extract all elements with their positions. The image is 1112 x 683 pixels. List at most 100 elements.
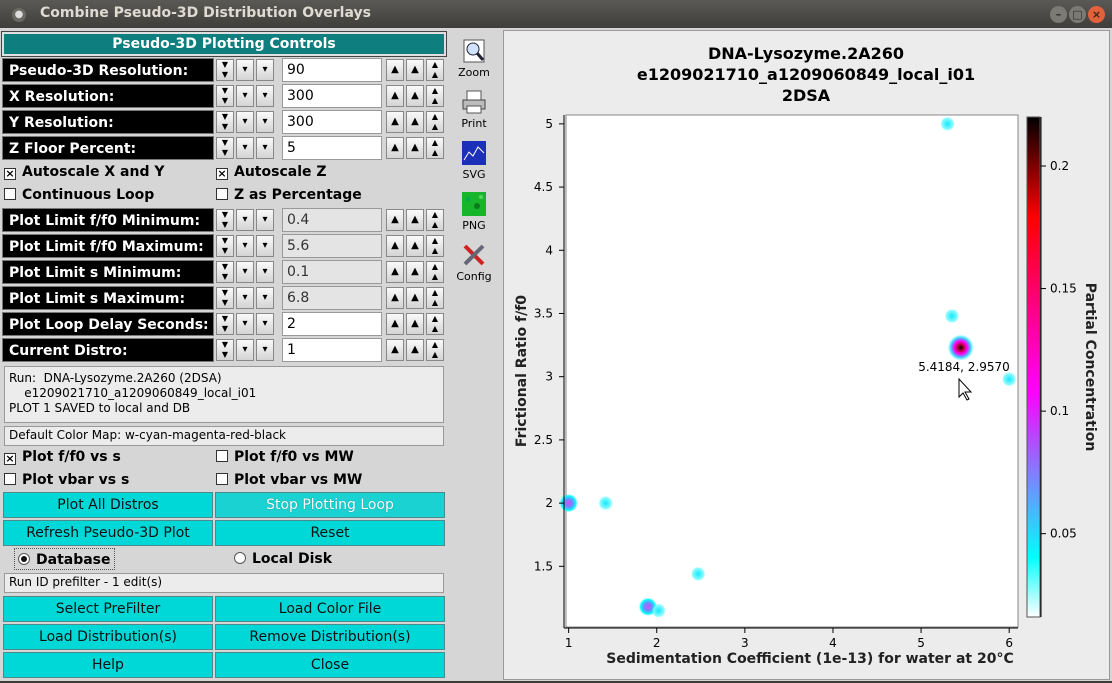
checkbox-unchecked-icon[interactable] [216,450,228,462]
tool-svg-button[interactable]: SVG [448,140,500,181]
increase-fast-button[interactable]: ▲ ▲ [426,313,444,335]
increase-fast-button[interactable]: ▲ ▲ [426,137,444,159]
plot-all-distros-button[interactable]: Plot All Distros [3,492,213,518]
increase-medium-button[interactable]: ▲ [406,261,424,283]
increase-medium-button[interactable]: ▲ [406,85,424,107]
refresh-plot-button[interactable]: Refresh Pseudo-3D Plot [3,520,213,546]
increase-button[interactable]: ▲ [386,287,404,309]
tool-print-button[interactable]: Print [448,89,500,130]
radio-unselected-icon[interactable] [234,552,246,564]
decrease-button[interactable]: ▾ [256,313,274,335]
checkbox-option[interactable]: × Autoscale X and Y [4,161,164,183]
decrease-medium-button[interactable]: ▾ [236,313,254,335]
close-window-icon[interactable]: × [1088,6,1105,23]
close-button[interactable]: Close [215,652,445,678]
decrease-fast-button[interactable]: ▼ ▼ [216,261,234,283]
decrease-button[interactable]: ▾ [256,137,274,159]
tool-png-button[interactable]: PNG [448,191,500,232]
decrease-fast-button[interactable]: ▼ ▼ [216,209,234,231]
decrease-button[interactable]: ▾ [256,261,274,283]
increase-medium-button[interactable]: ▲ [406,235,424,257]
checkbox-unchecked-icon[interactable] [216,473,228,485]
increase-button[interactable]: ▲ [386,339,404,361]
increase-medium-button[interactable]: ▲ [406,209,424,231]
decrease-medium-button[interactable]: ▾ [236,235,254,257]
decrease-medium-button[interactable]: ▾ [236,209,254,231]
increase-fast-button[interactable]: ▲ ▲ [426,59,444,81]
increase-fast-button[interactable]: ▲ ▲ [426,235,444,257]
maximize-icon[interactable]: □ [1069,6,1086,23]
increase-button[interactable]: ▲ [386,137,404,159]
counter-value-field[interactable]: 5 [282,136,382,160]
radio-selected-icon[interactable] [18,553,30,565]
decrease-fast-button[interactable]: ▼ ▼ [216,339,234,361]
checkbox-unchecked-icon[interactable] [4,188,16,200]
increase-medium-button[interactable]: ▲ [406,137,424,159]
help-button[interactable]: Help [3,652,213,678]
decrease-button[interactable]: ▾ [256,209,274,231]
decrease-medium-button[interactable]: ▾ [236,287,254,309]
increase-button[interactable]: ▲ [386,59,404,81]
checkbox-option[interactable]: × Plot f/f0 vs s [4,446,121,468]
checkbox-option[interactable]: Plot f/f0 vs MW [216,446,354,468]
load-color-file-button[interactable]: Load Color File [215,596,445,622]
checkbox-unchecked-icon[interactable] [4,473,16,485]
counter-value-field[interactable]: 0.1 [282,260,382,284]
counter-value-field[interactable]: 300 [282,84,382,108]
increase-medium-button[interactable]: ▲ [406,287,424,309]
decrease-fast-button[interactable]: ▼ ▼ [216,59,234,81]
checkbox-option[interactable]: Continuous Loop [4,184,154,206]
increase-fast-button[interactable]: ▲ ▲ [426,261,444,283]
decrease-button[interactable]: ▾ [256,235,274,257]
increase-fast-button[interactable]: ▲ ▲ [426,287,444,309]
checkbox-option[interactable]: Plot vbar vs s [4,469,129,491]
counter-value-field[interactable]: 1 [282,338,382,362]
decrease-button[interactable]: ▾ [256,111,274,133]
counter-value-field[interactable]: 6.8 [282,286,382,310]
window-menu-icon[interactable]: ● [12,8,26,22]
checkbox-option[interactable]: Plot vbar vs MW [216,469,362,491]
stop-plotting-loop-button[interactable]: Stop Plotting Loop [215,492,445,518]
increase-fast-button[interactable]: ▲ ▲ [426,111,444,133]
decrease-fast-button[interactable]: ▼ ▼ [216,313,234,335]
increase-button[interactable]: ▲ [386,313,404,335]
checkbox-option[interactable]: Z as Percentage [216,184,362,206]
increase-medium-button[interactable]: ▲ [406,59,424,81]
increase-medium-button[interactable]: ▲ [406,313,424,335]
counter-value-field[interactable]: 2 [282,312,382,336]
select-prefilter-button[interactable]: Select PreFilter [3,596,213,622]
decrease-button[interactable]: ▾ [256,59,274,81]
decrease-button[interactable]: ▾ [256,85,274,107]
checkbox-unchecked-icon[interactable] [216,188,228,200]
local-disk-radio[interactable]: Local Disk [234,548,332,570]
increase-medium-button[interactable]: ▲ [406,111,424,133]
increase-button[interactable]: ▲ [386,209,404,231]
decrease-fast-button[interactable]: ▼ ▼ [216,111,234,133]
decrease-fast-button[interactable]: ▼ ▼ [216,85,234,107]
counter-value-field[interactable]: 0.4 [282,208,382,232]
checkbox-checked-icon[interactable]: × [216,167,228,180]
decrease-medium-button[interactable]: ▾ [236,59,254,81]
increase-fast-button[interactable]: ▲ ▲ [426,85,444,107]
counter-value-field[interactable]: 300 [282,110,382,134]
load-distributions-button[interactable]: Load Distribution(s) [3,624,213,650]
checkbox-checked-icon[interactable]: × [4,167,16,180]
tool-config-button[interactable]: Config [448,242,500,283]
decrease-fast-button[interactable]: ▼ ▼ [216,137,234,159]
decrease-button[interactable]: ▾ [256,287,274,309]
decrease-medium-button[interactable]: ▾ [236,85,254,107]
decrease-button[interactable]: ▾ [256,339,274,361]
checkbox-option[interactable]: × Autoscale Z [216,161,327,183]
reset-button[interactable]: Reset [215,520,445,546]
counter-value-field[interactable]: 5.6 [282,234,382,258]
increase-button[interactable]: ▲ [386,111,404,133]
decrease-fast-button[interactable]: ▼ ▼ [216,235,234,257]
increase-fast-button[interactable]: ▲ ▲ [426,209,444,231]
increase-fast-button[interactable]: ▲ ▲ [426,339,444,361]
increase-button[interactable]: ▲ [386,261,404,283]
decrease-medium-button[interactable]: ▾ [236,261,254,283]
decrease-medium-button[interactable]: ▾ [236,339,254,361]
counter-value-field[interactable]: 90 [282,58,382,82]
remove-distributions-button[interactable]: Remove Distribution(s) [215,624,445,650]
checkbox-checked-icon[interactable]: × [4,452,16,465]
